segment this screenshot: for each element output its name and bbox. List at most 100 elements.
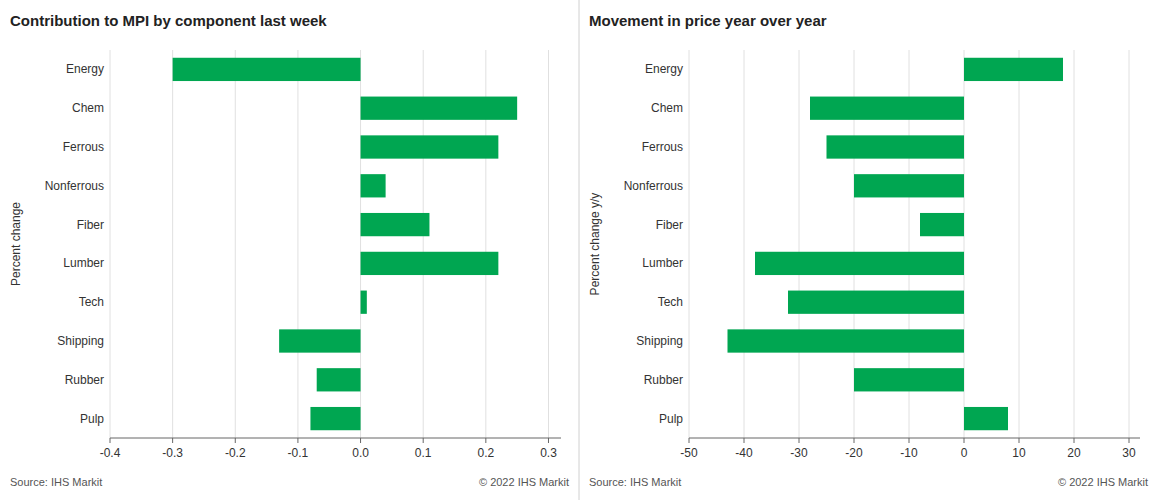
grid-line [1129,50,1130,438]
category-label: Nonferrous [624,179,683,193]
tick-mark [297,438,298,443]
tick-label: 0.1 [415,446,432,460]
category-label: Tech [658,295,683,309]
tick-mark [689,438,690,443]
tick-mark [235,438,236,443]
grid-line [235,50,236,438]
bar [173,58,361,81]
bar [810,97,964,120]
tick-label: -0.1 [288,446,309,460]
category-label: Ferrous [63,140,104,154]
tick-label: -30 [790,446,808,460]
bar [788,291,964,314]
x-axis-line [110,438,561,439]
tick-label: 30 [1122,446,1136,460]
tick-mark [854,438,855,443]
tick-label: 20 [1067,446,1081,460]
bar [920,213,964,236]
tick-mark [172,438,173,443]
panel-separator [579,0,580,500]
category-label: Lumber [642,256,683,270]
bar [361,97,518,120]
tick-label: -0.4 [100,446,121,460]
bar [279,329,360,352]
bar [317,368,361,391]
grid-line [297,50,298,438]
bar [854,174,964,197]
tick-label: 0 [961,446,968,460]
tick-mark [799,438,800,443]
tick-mark [744,438,745,443]
bar [361,135,499,158]
category-label: Nonferrous [45,179,104,193]
grid-line [110,50,111,438]
annotation: © 2022 IHS Markit [479,476,569,488]
grid-line [799,50,800,438]
y-axis-label: Percent change [9,202,23,286]
category-label: Energy [645,62,683,76]
tick-mark [423,438,424,443]
grid-line [548,50,549,438]
tick-label: 10 [1012,446,1026,460]
category-label: Lumber [63,256,104,270]
tick-label: 0.3 [540,446,557,460]
tick-label: -0.2 [225,446,246,460]
tick-mark [548,438,549,443]
panel: Movement in price year over year -50 -40 -3… [588,12,1148,488]
tick-label: -50 [680,446,698,460]
tick-label: -20 [845,446,863,460]
category-label: Fiber [656,218,683,232]
bar [964,407,1008,430]
bar [361,291,367,314]
tick-mark [360,438,361,443]
grid-line [1074,50,1075,438]
title: Movement in price year over year [589,12,827,29]
tick-mark [1074,438,1075,443]
tick-mark [110,438,111,443]
category-label: Rubber [65,373,104,387]
bar [755,252,964,275]
grid-line [1019,50,1020,438]
tick-label: -40 [735,446,753,460]
bar [827,135,965,158]
tick-mark [964,438,965,443]
category-label: Fiber [77,218,104,232]
category-label: Shipping [57,334,104,348]
bar [361,174,386,197]
chart-root: Contribution to MPI by component last we… [0,0,1158,500]
category-label: Chem [651,101,683,115]
category-label: Ferrous [642,140,683,154]
category-label: Chem [72,101,104,115]
category-label: Tech [79,295,104,309]
panel: Contribution to MPI by component last we… [9,12,569,488]
category-label: Rubber [644,373,683,387]
bars [728,58,1064,430]
y-axis-label: Percent change y/y [588,193,602,296]
category-label: Energy [66,62,104,76]
category-label: Pulp [659,412,683,426]
tick-mark [485,438,486,443]
bar [361,252,499,275]
category-label: Shipping [636,334,683,348]
bar [964,58,1063,81]
tick-mark [1019,438,1020,443]
grid-line [689,50,690,438]
bars [173,58,518,430]
tick-label: -0.3 [162,446,183,460]
tick-mark [909,438,910,443]
bar [310,407,360,430]
annotation: Source: IHS Markit [589,476,681,488]
tick-label: 0.2 [477,446,494,460]
grid-line [172,50,173,438]
bar [361,213,430,236]
title: Contribution to MPI by component last we… [10,12,327,29]
bar [728,329,965,352]
category-label: Pulp [80,412,104,426]
x-axis-line [689,438,1140,439]
tick-mark [1129,438,1130,443]
tick-label: 0.0 [352,446,369,460]
grid-line [744,50,745,438]
annotation: Source: IHS Markit [10,476,102,488]
annotation: © 2022 IHS Markit [1058,476,1148,488]
bar [854,368,964,391]
